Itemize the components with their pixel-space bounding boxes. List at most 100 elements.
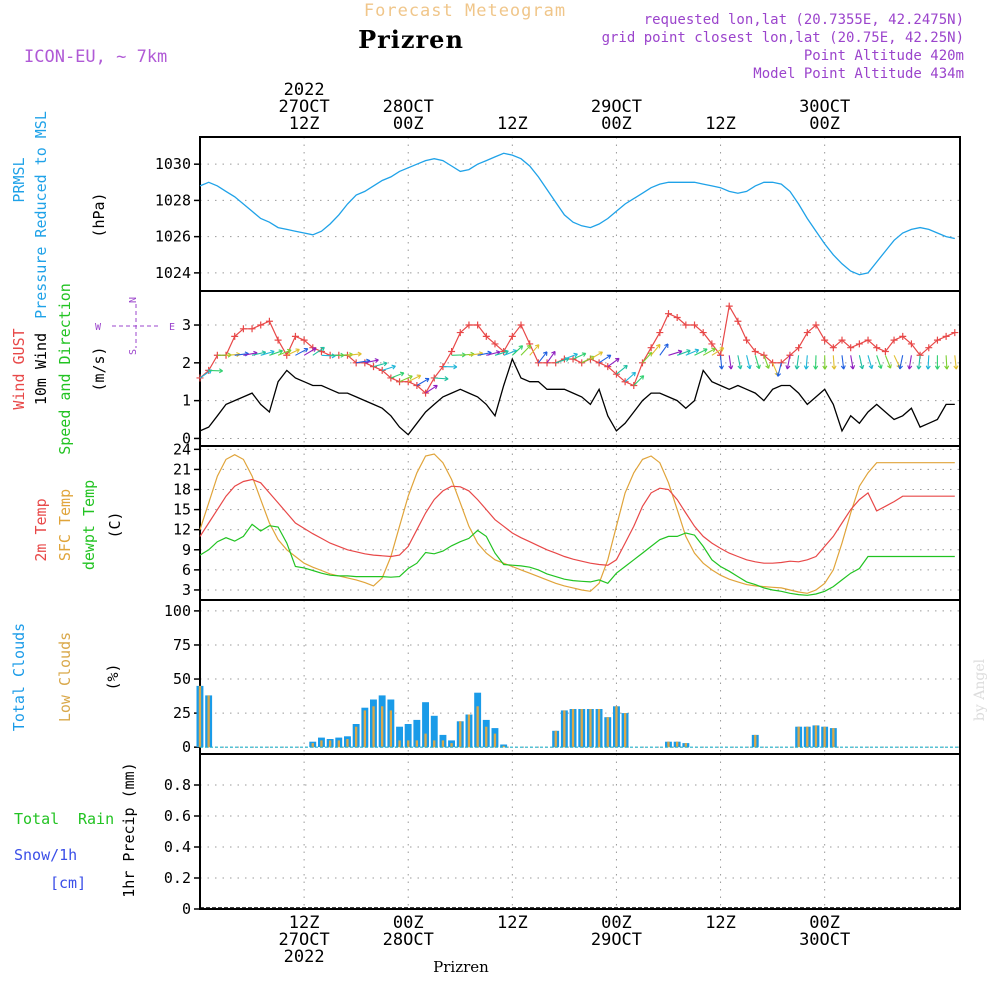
wind-direction-arrow xyxy=(822,355,828,370)
wind-direction-arrow xyxy=(813,355,819,370)
top-time-label: 12Z xyxy=(705,114,736,134)
gust-marker xyxy=(231,332,239,340)
gust-marker xyxy=(474,321,482,329)
low-cloud-bar xyxy=(676,741,679,748)
precip-label-cm: [cm] xyxy=(50,874,86,892)
wind-ytick-label: 0 xyxy=(182,429,191,447)
gust-marker xyxy=(552,359,560,367)
gust-marker xyxy=(795,344,803,352)
gust-marker xyxy=(951,329,959,337)
wind-direction-arrow xyxy=(312,346,325,356)
bottom-time-label: 30OCT xyxy=(799,930,850,950)
gust-marker xyxy=(881,347,889,355)
precipitation-frame xyxy=(199,753,961,910)
requested-coords: requested lon,lat (20.7355E, 42.2475N) xyxy=(644,12,964,28)
low-cloud-bar xyxy=(337,740,340,748)
gust-marker xyxy=(751,347,759,355)
gust-line xyxy=(199,304,956,395)
wind-direction-arrow xyxy=(303,347,317,356)
wind-direction-arrow xyxy=(925,355,931,370)
wind-direction-arrow xyxy=(884,355,892,369)
footer-location: Prizren xyxy=(433,958,489,976)
low-cloud-bar xyxy=(398,740,401,748)
gust-marker xyxy=(630,382,638,390)
gust-marker xyxy=(569,355,577,363)
gust-marker xyxy=(413,382,421,390)
low-cloud-bar xyxy=(381,706,384,748)
gust-marker xyxy=(300,336,308,344)
gust-marker xyxy=(760,351,768,359)
cloud-label-total: Total Clouds xyxy=(10,623,28,731)
gust-marker xyxy=(829,344,837,352)
wind-direction-arrow xyxy=(728,355,734,370)
low-cloud-bar xyxy=(355,726,358,748)
clouds-ytick-label: 0 xyxy=(182,738,191,756)
pressure-label-prmsl: PRMSL xyxy=(10,157,28,202)
wind-direction-arrow xyxy=(944,355,950,370)
grid-point-coords: grid point closest lon,lat (20.75E, 42.2… xyxy=(602,30,964,46)
wind-direction-arrow xyxy=(785,355,791,370)
gust-marker xyxy=(925,344,933,352)
gust-marker xyxy=(543,359,551,367)
low-cloud-bar xyxy=(797,726,800,748)
gust-marker xyxy=(890,336,898,344)
clouds-ytick-label: 25 xyxy=(173,704,191,722)
app-title: Forecast Meteogram xyxy=(364,1,566,21)
temperature-ytick-label: 24 xyxy=(173,440,191,458)
wind-direction-arrow xyxy=(702,347,716,356)
wind-direction-arrow xyxy=(529,344,540,356)
wind-ytick-label: 2 xyxy=(182,354,191,372)
wind-direction-arrow xyxy=(776,362,782,377)
wind-direction-arrow xyxy=(840,355,846,370)
wind-ytick-label: 1 xyxy=(182,392,191,410)
temp-label-2m: 2m Temp xyxy=(32,498,50,561)
temp-label-sfc: SFC Temp xyxy=(56,489,74,561)
wind-direction-arrow xyxy=(581,355,595,364)
pressure-panel-labels: PRMSL Pressure Reduced to MSL (hPa) xyxy=(10,111,108,319)
gust-marker xyxy=(708,340,716,348)
low-cloud-bar xyxy=(329,740,332,748)
bottom-time-label: 12Z xyxy=(497,913,528,933)
temperature-ytick-label: 18 xyxy=(173,481,191,499)
watermark: by Angel xyxy=(972,658,988,721)
gust-marker xyxy=(873,344,881,352)
gust-marker xyxy=(465,321,473,329)
gust-marker xyxy=(517,321,525,329)
wind-direction-arrow xyxy=(494,349,509,356)
precip-label-unit: 1hr Precip (mm) xyxy=(120,762,138,897)
cloud-label-low: Low Clouds xyxy=(56,632,74,722)
gust-marker xyxy=(638,359,646,367)
gust-marker xyxy=(803,329,811,337)
gust-marker xyxy=(248,325,256,333)
low-cloud-bar xyxy=(459,721,462,748)
wind-direction-arrow xyxy=(208,368,223,374)
wind-direction-arrow xyxy=(390,371,405,379)
gust-marker xyxy=(699,329,707,337)
wind-direction-arrow xyxy=(616,364,628,375)
low-cloud-bar xyxy=(389,710,392,748)
pressure-label-unit: (hPa) xyxy=(90,192,108,237)
gust-marker xyxy=(838,336,846,344)
gust-marker xyxy=(743,336,751,344)
location-title: Prizren xyxy=(358,25,464,54)
cloud-label-unit: (%) xyxy=(104,663,122,690)
gust-marker xyxy=(664,310,672,318)
gust-marker xyxy=(265,317,273,325)
wind-direction-arrow xyxy=(546,350,556,364)
gust-marker xyxy=(864,336,872,344)
low-cloud-bar xyxy=(615,706,618,748)
gust-marker xyxy=(274,336,282,344)
wind-direction-arrow xyxy=(295,347,309,356)
wind-direction-arrow xyxy=(659,343,669,356)
gust-marker xyxy=(448,347,456,355)
wind-direction-arrow xyxy=(260,349,275,356)
temp-label-dewpt: dewpt Temp xyxy=(80,480,98,570)
low-cloud-bar xyxy=(320,740,323,748)
wind-direction-arrow xyxy=(607,357,620,368)
wind-direction-arrow xyxy=(850,355,856,370)
wind-direction-arrow xyxy=(598,354,612,364)
gust-marker xyxy=(691,321,699,329)
temperature-ytick-label: 6 xyxy=(182,561,191,579)
low-cloud-bar xyxy=(407,740,410,748)
wind-direction-arrow xyxy=(803,355,809,370)
